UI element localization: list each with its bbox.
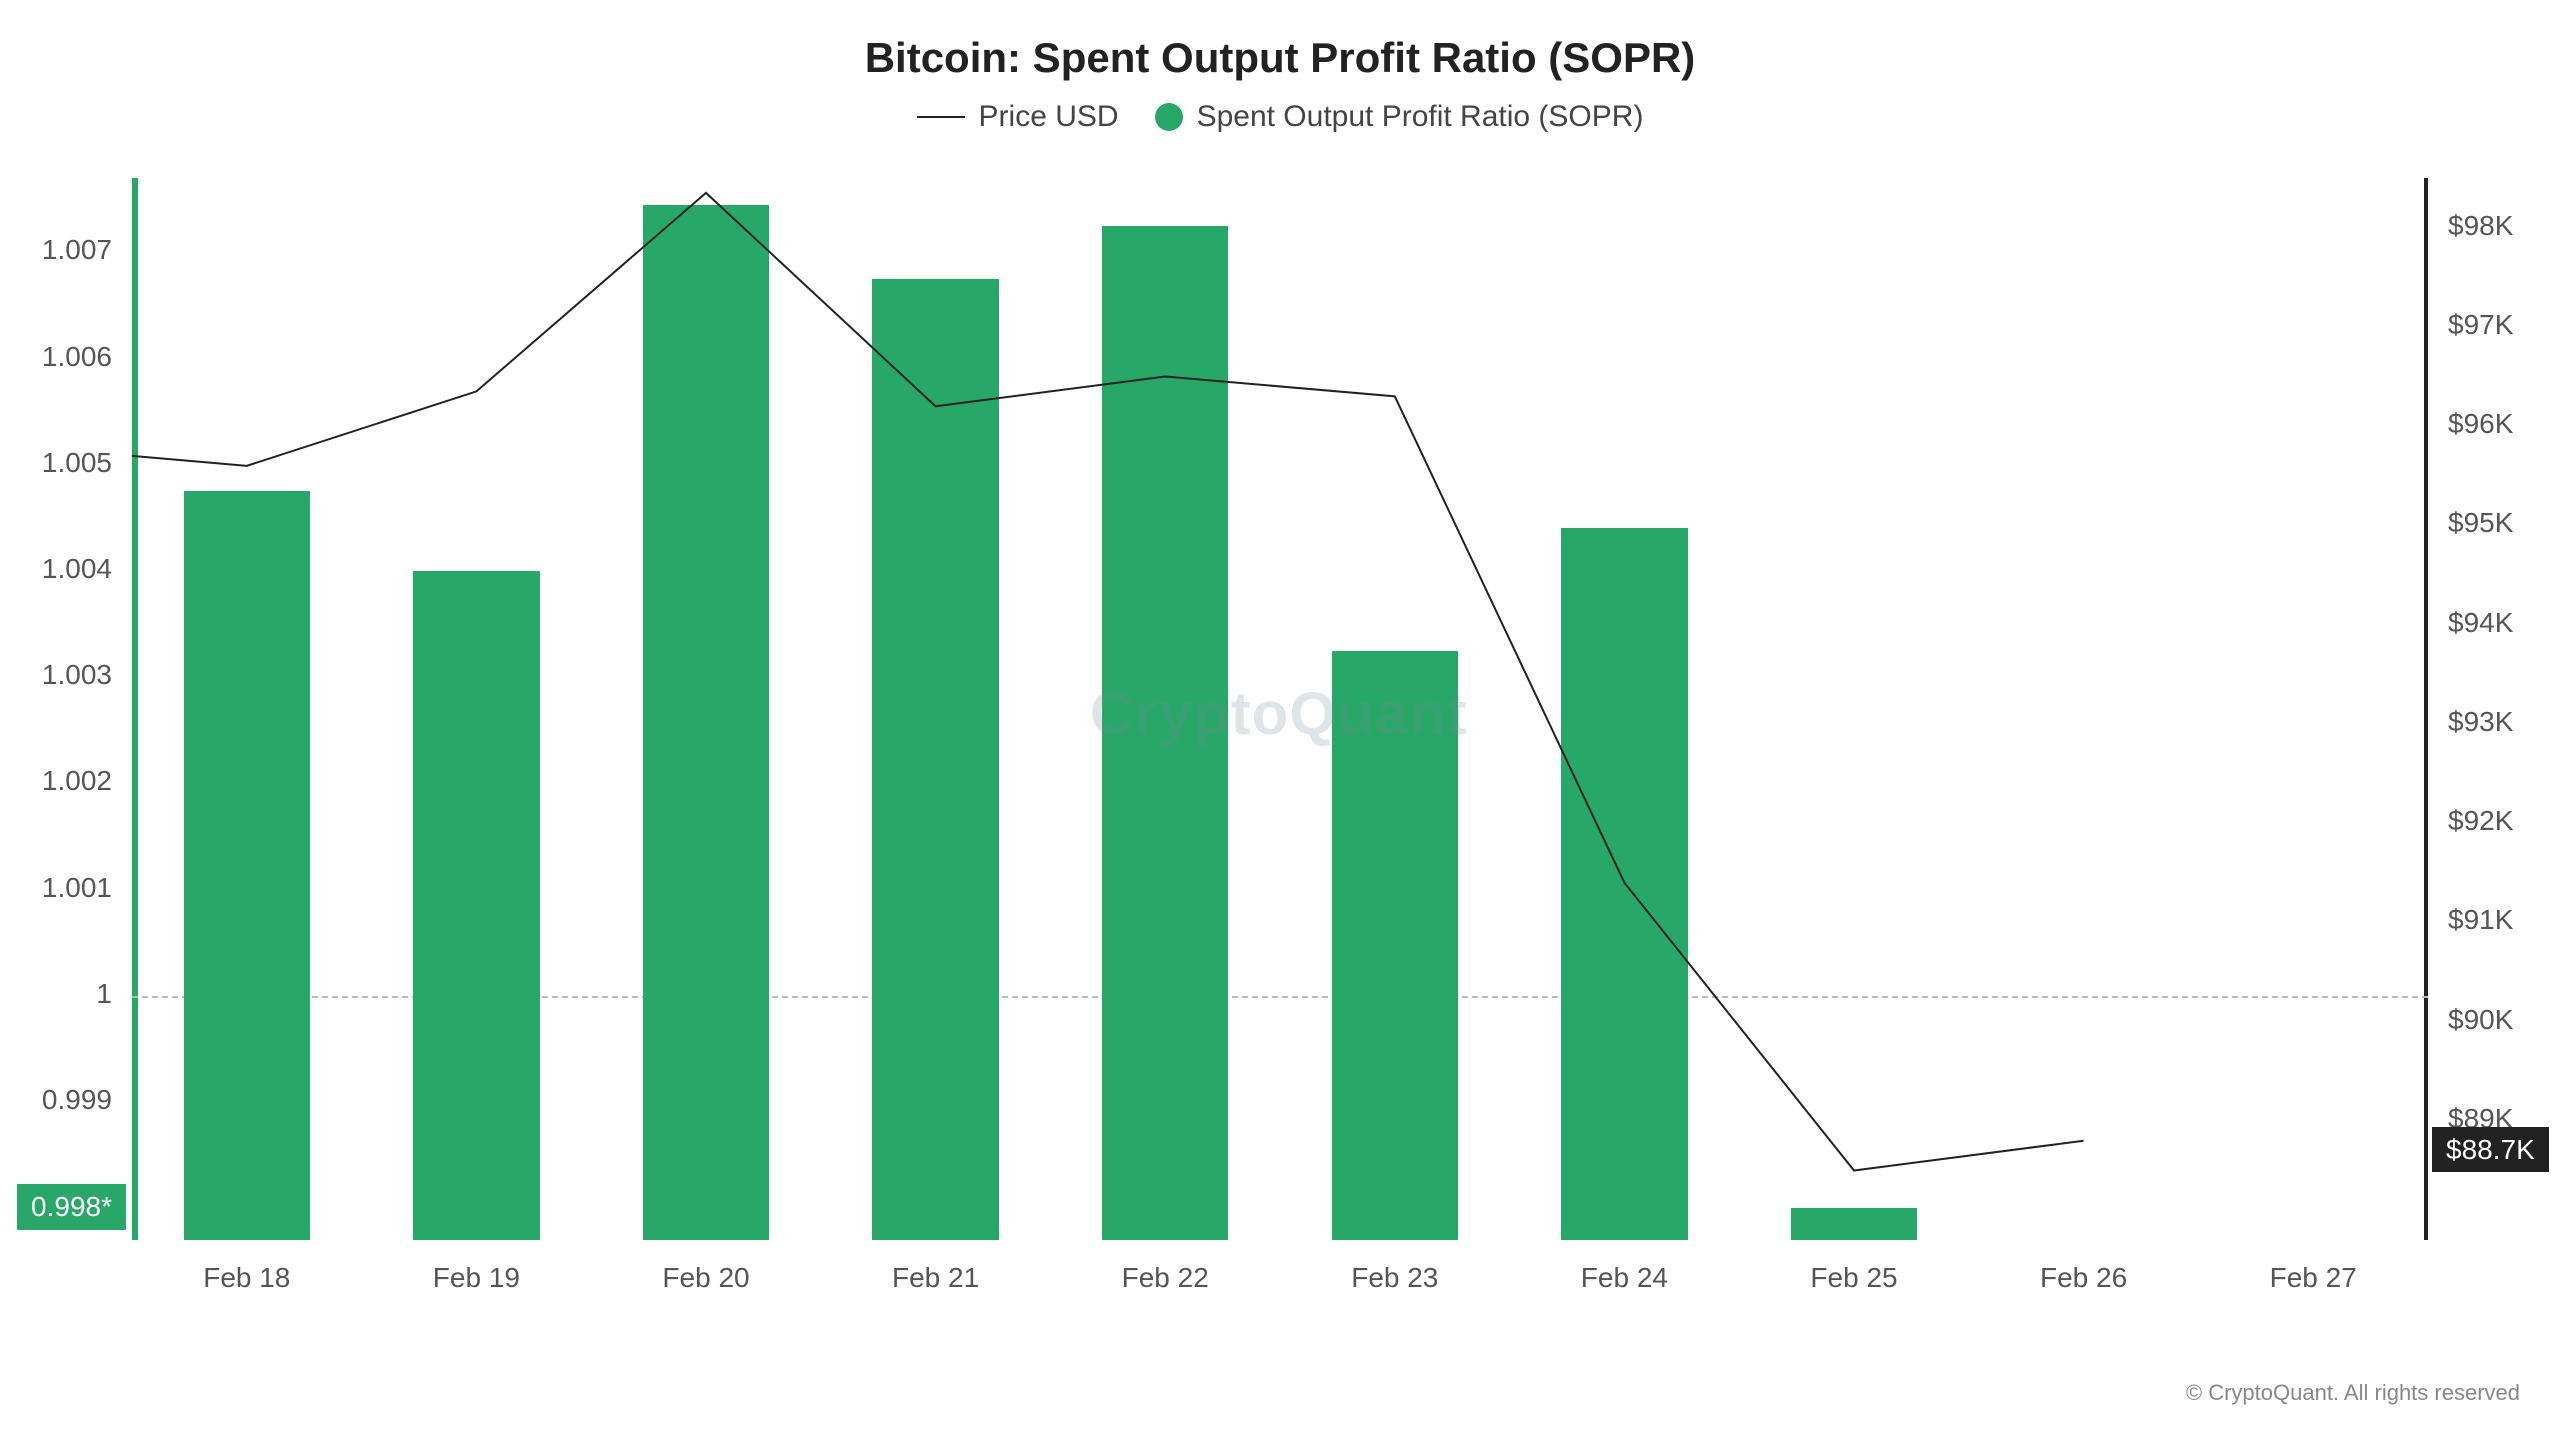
legend-line-icon [917, 116, 965, 118]
y-right-tick-label: $94K [2448, 607, 2513, 639]
x-tick-label: Feb 20 [662, 1262, 749, 1294]
x-tick-label: Feb 22 [1122, 1262, 1209, 1294]
chart-legend: Price USD Spent Output Profit Ratio (SOP… [0, 100, 2560, 134]
y-left-tick-label: 1.006 [42, 341, 112, 373]
y-left-tick-label: 1.001 [42, 872, 112, 904]
y-left-tick-label: 1.004 [42, 553, 112, 585]
price-line-layer [132, 178, 2428, 1240]
y-right-tick-label: $91K [2448, 904, 2513, 936]
x-tick-label: Feb 24 [1581, 1262, 1668, 1294]
x-tick-label: Feb 26 [2040, 1262, 2127, 1294]
legend-circle-icon [1155, 103, 1183, 131]
y-left-tick-label: 0.999 [42, 1084, 112, 1116]
y-right-tick-label: $90K [2448, 1004, 2513, 1036]
y-left-tick-label: 1.003 [42, 659, 112, 691]
y-right-tick-label: $97K [2448, 309, 2513, 341]
legend-item-sopr: Spent Output Profit Ratio (SOPR) [1155, 100, 1644, 134]
legend-item-price: Price USD [917, 100, 1119, 134]
y-right-tick-label: $95K [2448, 507, 2513, 539]
copyright-text: © CryptoQuant. All rights reserved [2186, 1380, 2520, 1406]
x-tick-label: Feb 23 [1351, 1262, 1438, 1294]
y-left-current-badge: 0.998* [17, 1184, 126, 1230]
x-tick-label: Feb 25 [1810, 1262, 1897, 1294]
x-tick-label: Feb 19 [433, 1262, 520, 1294]
y-right-current-badge: $88.7K [2432, 1127, 2549, 1173]
y-left-tick-label: 1.007 [42, 234, 112, 266]
chart-title: Bitcoin: Spent Output Profit Ratio (SOPR… [0, 34, 2560, 82]
y-right-tick-label: $92K [2448, 805, 2513, 837]
legend-line-label: Price USD [979, 100, 1119, 134]
legend-bar-label: Spent Output Profit Ratio (SOPR) [1197, 100, 1644, 134]
y-left-tick-label: 1.002 [42, 765, 112, 797]
y-left-tick-label: 1.005 [42, 447, 112, 479]
y-right-tick-label: $96K [2448, 408, 2513, 440]
chart-container: Bitcoin: Spent Output Profit Ratio (SOPR… [0, 0, 2560, 1440]
x-tick-label: Feb 21 [892, 1262, 979, 1294]
price-line [132, 193, 2084, 1171]
plot-area: 0.99911.0011.0021.0031.0041.0051.0061.00… [132, 178, 2428, 1240]
y-left-tick-label: 1 [96, 978, 112, 1010]
y-right-tick-label: $93K [2448, 706, 2513, 738]
x-tick-label: Feb 18 [203, 1262, 290, 1294]
x-tick-label: Feb 27 [2270, 1262, 2357, 1294]
y-right-tick-label: $98K [2448, 210, 2513, 242]
plot-inner: 0.99911.0011.0021.0031.0041.0051.0061.00… [132, 178, 2428, 1240]
